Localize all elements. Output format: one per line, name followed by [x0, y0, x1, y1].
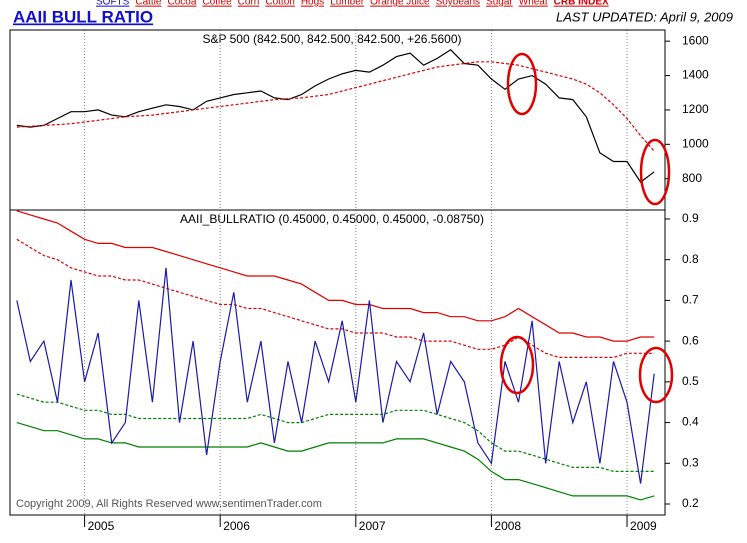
y-tick-label: 800 — [682, 171, 702, 185]
y-tick-label: 0.4 — [682, 415, 699, 429]
y-tick-label: 0.9 — [682, 211, 699, 225]
nav-link[interactable]: Coffee — [202, 0, 232, 8]
x-tick-label: 2005 — [88, 519, 115, 533]
y-tick-label: 0.6 — [682, 333, 699, 347]
nav-link[interactable]: Cocoa — [167, 0, 196, 8]
circle-annotation — [639, 138, 671, 206]
copyright: Copyright 2009, All Rights Reserved www.… — [16, 498, 322, 510]
y-tick-label: 1000 — [682, 136, 709, 150]
y-tick-label: 1200 — [682, 102, 709, 116]
nav-link[interactable]: Corn — [238, 0, 260, 8]
nav-link[interactable]: Cattle — [135, 0, 162, 8]
x-tick-label: 2006 — [223, 519, 250, 533]
y-tick-label: 0.8 — [682, 252, 699, 266]
nav-bar: SOFTS Cattle Cocoa Coffee Corn Cotton Hogs Lumb… — [96, 0, 609, 8]
circle-annotation — [499, 335, 535, 395]
y-tick-label: 0.3 — [682, 455, 699, 469]
nav-link[interactable]: Sugar — [486, 0, 513, 8]
nav-link[interactable]: Cotton — [265, 0, 294, 8]
series-line — [16, 49, 655, 183]
panel-title: AAII_BULLRATIO (0.45000, 0.45000, 0.4500… — [180, 212, 484, 226]
y-tick-label: 0.5 — [682, 374, 699, 388]
y-tick-label: 1400 — [682, 68, 709, 82]
series-line — [16, 210, 655, 342]
x-tick-label: 2008 — [494, 519, 521, 533]
nav-link[interactable]: Lumber — [330, 0, 365, 8]
series-line — [16, 61, 655, 152]
last-updated: LAST UPDATED: April 9, 2009 — [556, 9, 733, 24]
circle-annotation — [506, 52, 538, 116]
x-tick-label: 2007 — [359, 519, 386, 533]
nav-link[interactable]: Orange Juice — [370, 0, 430, 8]
nav-link[interactable]: SOFTS — [96, 0, 130, 8]
series-line — [16, 393, 655, 472]
nav-link[interactable]: Soybeans — [436, 0, 480, 8]
nav-link[interactable]: Wheat — [519, 0, 548, 8]
x-tick-label: 2009 — [630, 519, 657, 533]
series-line — [16, 422, 655, 501]
y-tick-label: 1600 — [682, 33, 709, 47]
annotations — [499, 52, 674, 404]
nav-link[interactable]: Hogs — [301, 0, 324, 8]
panel-title: S&P 500 (842.500, 842.500, 842.500, +26.… — [203, 32, 462, 46]
y-tick-label: 0.7 — [682, 293, 699, 307]
series-line — [16, 238, 655, 358]
series-line — [16, 267, 655, 484]
plot-frame — [9, 29, 666, 516]
nav-link[interactable]: CRB INDEX — [554, 0, 609, 8]
y-tick-label: 0.2 — [682, 496, 699, 510]
page-title: AAII BULL RATIO — [13, 7, 153, 26]
circle-annotation — [638, 346, 674, 404]
